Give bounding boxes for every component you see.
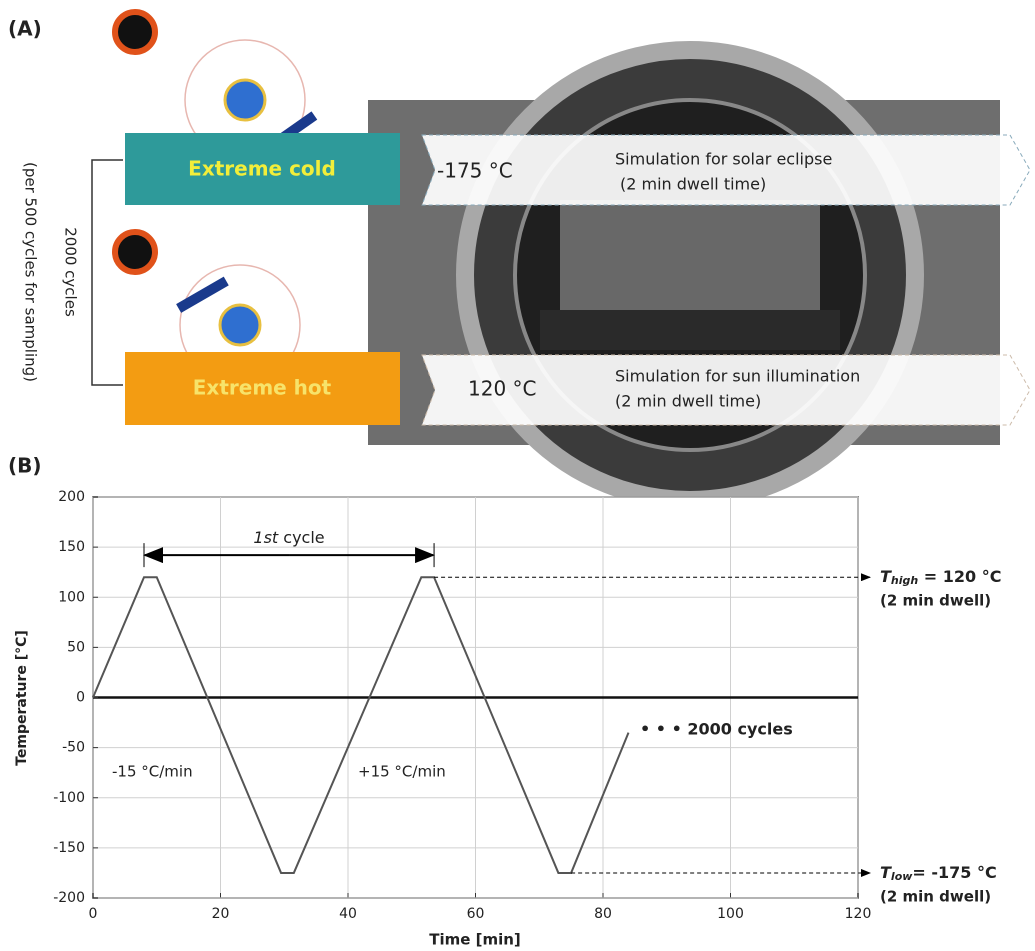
x-axis-label: Time [min] [429, 931, 521, 949]
chamber-photo [368, 50, 1000, 500]
y-tick-label: -150 [53, 840, 85, 856]
x-tick-label: 20 [212, 906, 230, 922]
x-tick-label: 40 [339, 906, 357, 922]
y-axis-label: Temperature [°C] [14, 630, 30, 766]
cold-dwell: (2 min dwell time) [620, 175, 766, 194]
hot-temp: 120 °C [468, 377, 537, 401]
hot-label: Extreme hot [193, 376, 332, 400]
y-tick-label: 0 [76, 690, 85, 706]
y-tick-label: -50 [62, 740, 85, 756]
panel-label: (A) [8, 17, 42, 41]
annotation: -15 °C/min [112, 763, 193, 781]
sun-icon [115, 12, 155, 52]
annotation-part: high [891, 574, 918, 587]
annotation: (2 min dwell) [880, 887, 991, 905]
sun-icon [115, 232, 155, 272]
page: (A) Extreme cold Extreme hot 2000 cycles… [0, 0, 1035, 951]
x-tick-label: 120 [845, 906, 872, 922]
annotation: (2 min dwell) [880, 592, 991, 610]
y-tick-label: 100 [58, 589, 85, 605]
annotation-part: cycle [278, 528, 324, 547]
annotation-part: = 120 °C [918, 567, 1001, 586]
cold-callout [422, 135, 1030, 205]
figure: (A) Extreme cold Extreme hot 2000 cycles… [0, 0, 1035, 951]
annotation: Tlow= -175 °C [880, 862, 997, 883]
cold-label: Extreme cold [188, 157, 336, 181]
cycle-bracket [92, 160, 123, 385]
cycles-label: 2000 cycles [62, 227, 80, 317]
y-tick-label: 200 [58, 489, 85, 505]
panel-label: (B) [8, 454, 42, 478]
annotation: • • • 2000 cycles [640, 720, 793, 739]
annotation-part: 1st [253, 528, 279, 547]
cold-temp: -175 °C [437, 159, 513, 183]
x-tick-label: 60 [467, 906, 485, 922]
annotation: +15 °C/min [358, 763, 446, 781]
x-tick-label: 100 [717, 906, 744, 922]
annotation: Thigh = 120 °C [880, 567, 1002, 588]
x-tick-label: 0 [89, 906, 98, 922]
y-tick-label: -200 [53, 890, 85, 906]
annotation: 1st cycle [253, 528, 324, 547]
annotation-part: = -175 °C [912, 862, 996, 881]
y-tick-label: 150 [58, 539, 85, 555]
hot-dwell: (2 min dwell time) [615, 392, 761, 411]
plot: 0 20 40 60 80 100 120 -200 -150 -100 -50 0 50 100 150 2… [53, 489, 871, 922]
y-tick-label: -100 [53, 790, 85, 806]
annotation-part: low [891, 870, 913, 883]
x-tick-label: 80 [594, 906, 612, 922]
cold-desc: Simulation for solar eclipse [615, 150, 832, 169]
hot-desc: Simulation for sun illumination [615, 367, 860, 386]
sampling-label: (per 500 cycles for sampling) [22, 162, 40, 382]
y-tick-label: 50 [67, 639, 85, 655]
